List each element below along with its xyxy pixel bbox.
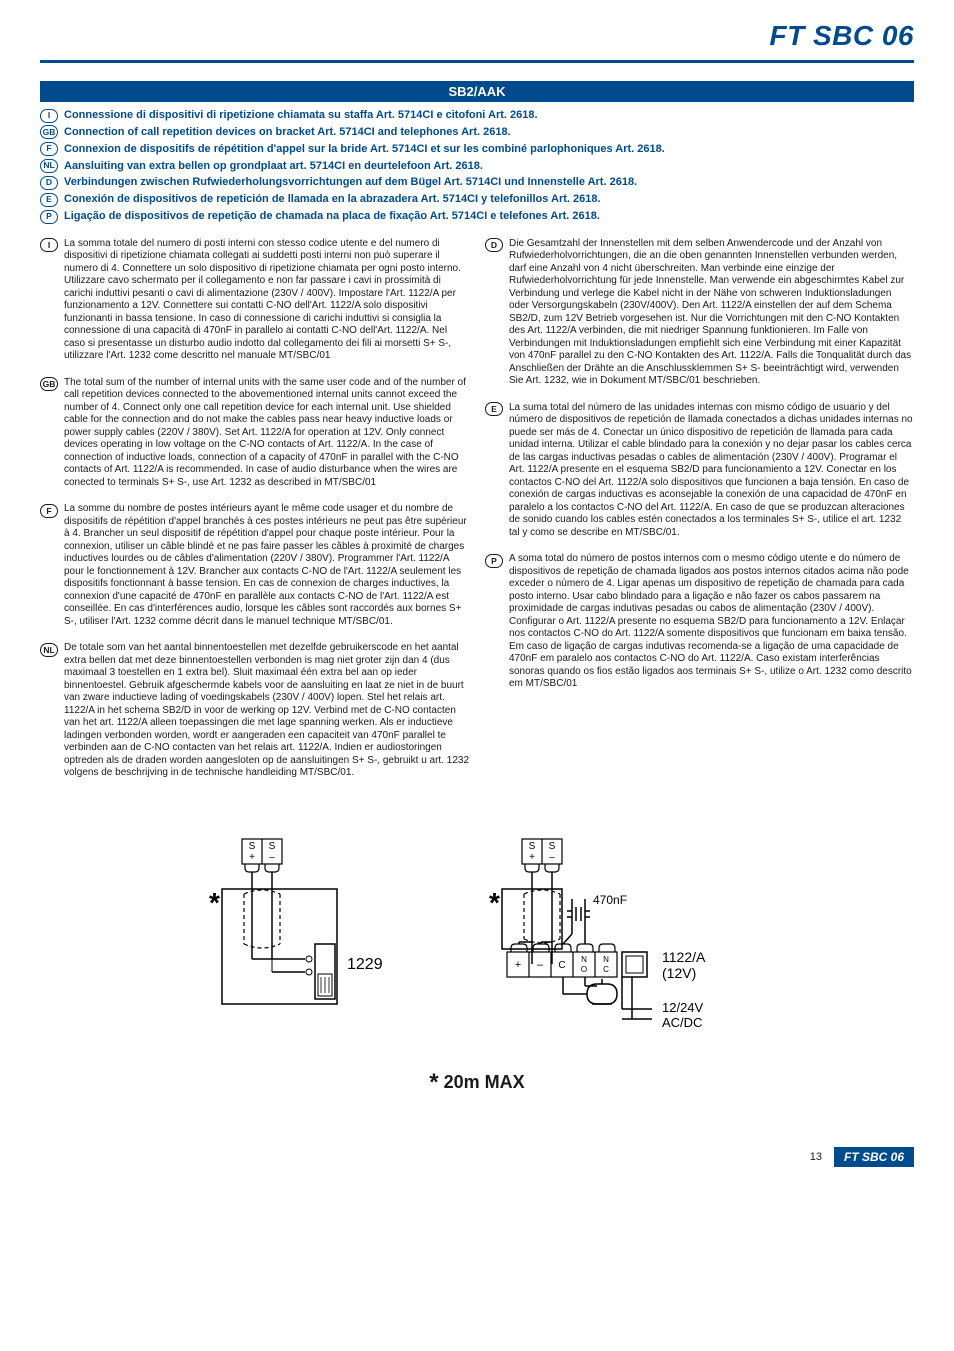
- body-columns: I La somma totale del numero di posti in…: [40, 238, 914, 794]
- lang-badge: GB: [40, 377, 58, 391]
- lang-badge: F: [40, 504, 58, 518]
- heading-item: NL Aansluiting van extra bellen op grond…: [40, 159, 914, 174]
- lang-badge: NL: [40, 159, 58, 173]
- lang-badge: P: [485, 554, 503, 568]
- body-text: A soma total do número de postos interno…: [509, 553, 914, 691]
- heading-item: GB Connection of call repetition devices…: [40, 125, 914, 140]
- svg-text:C: C: [558, 960, 565, 971]
- svg-text:S: S: [529, 841, 536, 852]
- body-text: Die Gesamtzahl der Innenstellen mit dem …: [509, 238, 914, 388]
- heading-text: Conexión de dispositivos de repetición d…: [64, 192, 601, 207]
- lang-badge: I: [40, 109, 58, 123]
- svg-text:1122/A: 1122/A: [662, 949, 706, 965]
- lang-badge: E: [40, 193, 58, 207]
- section-bar: SB2/AAK: [40, 81, 914, 102]
- svg-text:(12V): (12V): [662, 965, 696, 981]
- heading-list: I Connessione di dispositivi di ripetizi…: [40, 108, 914, 224]
- svg-text:N: N: [603, 955, 609, 964]
- lang-badge: E: [485, 402, 503, 416]
- svg-text:12/24V: 12/24V: [662, 1000, 704, 1015]
- page-container: FT SBC 06 SB2/AAK I Connessione di dispo…: [0, 0, 954, 1187]
- svg-text:O: O: [581, 965, 587, 974]
- svg-text:*: *: [489, 887, 500, 918]
- heading-text: Aansluiting van extra bellen op grondpla…: [64, 159, 483, 174]
- page-title: FT SBC 06: [769, 20, 914, 51]
- heading-text: Ligação de dispositivos de repetição de …: [64, 209, 600, 224]
- body-text: La suma total del número de las unidades…: [509, 402, 914, 540]
- footer-label: FT SBC 06: [834, 1147, 914, 1167]
- heading-text: Connexion de dispositifs de répétition d…: [64, 142, 665, 157]
- wiring-diagram-1: S + S – *: [187, 834, 417, 1039]
- lang-badge: P: [40, 210, 58, 224]
- heading-item: I Connessione di dispositivi di ripetizi…: [40, 108, 914, 123]
- heading-text: Verbindungen zwischen Rufwiederholungsvo…: [64, 175, 637, 190]
- svg-text:–: –: [549, 852, 555, 863]
- wiring-diagram-2: S + S – *: [467, 834, 767, 1039]
- lang-badge: I: [40, 238, 58, 252]
- body-para: GB The total sum of the number of intern…: [40, 377, 469, 490]
- lang-badge: GB: [40, 125, 58, 139]
- heading-item: F Connexion de dispositifs de répétition…: [40, 142, 914, 157]
- svg-text:470nF: 470nF: [593, 893, 627, 907]
- heading-item: P Ligação de dispositivos de repetição d…: [40, 209, 914, 224]
- svg-text:–: –: [537, 959, 544, 971]
- page-header: FT SBC 06: [40, 20, 914, 52]
- lang-badge: D: [40, 176, 58, 190]
- body-text: The total sum of the number of internal …: [64, 377, 469, 490]
- body-col-right: D Die Gesamtzahl der Innenstellen mit de…: [485, 238, 914, 794]
- svg-text:S: S: [269, 841, 276, 852]
- svg-text:C: C: [603, 965, 609, 974]
- body-para: NL De totale som van het aantal binnento…: [40, 642, 469, 780]
- svg-text:S: S: [549, 841, 556, 852]
- body-para: I La somma totale del numero di posti in…: [40, 238, 469, 363]
- body-para: E La suma total del número de las unidad…: [485, 402, 914, 540]
- heading-text: Connessione di dispositivi di ripetizion…: [64, 108, 538, 123]
- heading-item: E Conexión de dispositivos de repetición…: [40, 192, 914, 207]
- footnote: * 20m MAX: [40, 1069, 914, 1097]
- lang-badge: F: [40, 142, 58, 156]
- svg-text:+: +: [529, 852, 535, 863]
- body-text: La somma totale del numero di posti inte…: [64, 238, 469, 363]
- svg-text:AC/DC: AC/DC: [662, 1015, 702, 1030]
- svg-text:+: +: [249, 852, 255, 863]
- body-para: F La somme du nombre de postes intérieur…: [40, 503, 469, 628]
- divider-bar: [40, 60, 914, 63]
- page-number: 13: [810, 1151, 822, 1163]
- svg-text:–: –: [269, 852, 275, 863]
- page-footer: 13 FT SBC 06: [40, 1137, 914, 1167]
- lang-badge: NL: [40, 643, 58, 657]
- heading-item: D Verbindungen zwischen Rufwiederholungs…: [40, 175, 914, 190]
- diagrams-row: S + S – *: [40, 834, 914, 1039]
- footnote-text: 20m MAX: [444, 1072, 525, 1092]
- lang-badge: D: [485, 238, 503, 252]
- svg-text:1229: 1229: [347, 956, 383, 973]
- body-text: La somme du nombre de postes intérieurs …: [64, 503, 469, 628]
- body-col-left: I La somma totale del numero di posti in…: [40, 238, 469, 794]
- body-para: D Die Gesamtzahl der Innenstellen mit de…: [485, 238, 914, 388]
- heading-text: Connection of call repetition devices on…: [64, 125, 511, 140]
- svg-text:*: *: [209, 887, 220, 918]
- svg-text:N: N: [581, 955, 587, 964]
- body-text: De totale som van het aantal binnentoest…: [64, 642, 469, 780]
- footnote-star: *: [429, 1069, 438, 1096]
- svg-text:+: +: [515, 959, 521, 971]
- svg-text:S: S: [249, 841, 256, 852]
- body-para: P A soma total do número de postos inter…: [485, 553, 914, 691]
